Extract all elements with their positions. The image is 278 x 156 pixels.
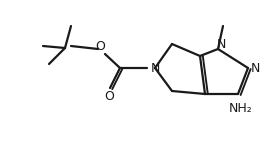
Text: O: O [104, 90, 114, 102]
Text: O: O [95, 41, 105, 54]
Text: NH₂: NH₂ [229, 102, 253, 115]
Text: N: N [216, 37, 226, 51]
Text: N: N [150, 61, 160, 75]
Text: N: N [250, 63, 260, 76]
